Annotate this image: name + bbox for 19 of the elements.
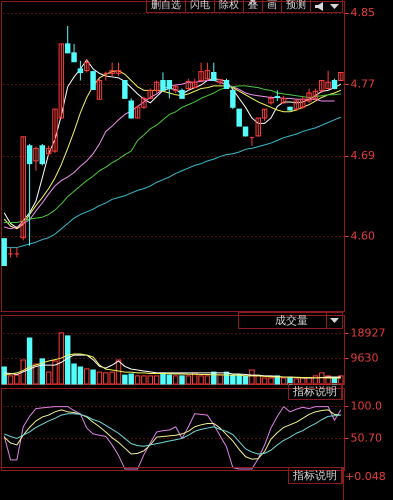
annotation: 闪电	[186, 0, 215, 12]
y-tick-label: 4.69	[350, 149, 375, 162]
y-tick-label: 4.77	[350, 78, 375, 91]
annotation: 预测	[282, 0, 311, 12]
y-tick-label: 18927	[350, 326, 386, 340]
button-box: 指标说明	[288, 467, 343, 484]
y-tick-label: 4.60	[350, 229, 375, 242]
y-tick-label: 100.0	[350, 399, 382, 412]
text: +0.048	[345, 470, 386, 483]
annotation: 删自选	[147, 0, 186, 12]
annotation: 叠	[244, 0, 263, 12]
annotation: 画	[263, 0, 282, 12]
annotation: 除权	[215, 0, 244, 12]
y-tick-label: 9630	[350, 351, 378, 364]
annotation: 成交量	[239, 313, 327, 328]
dropdown-field: 成交量	[238, 312, 343, 329]
button-box: 指标说明	[288, 383, 343, 400]
y-tick-label: 4.85	[350, 6, 375, 20]
y-tick-label: 50.70	[350, 431, 382, 444]
